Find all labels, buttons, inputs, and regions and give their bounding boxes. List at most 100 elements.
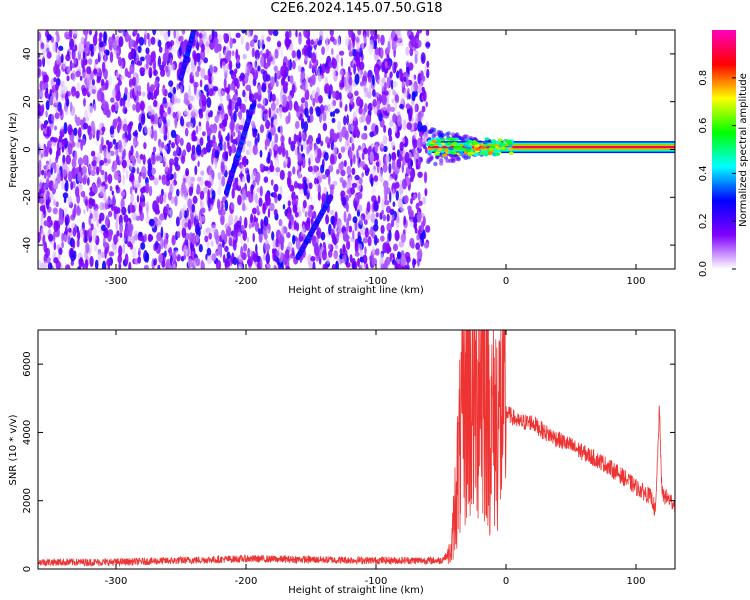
spectrogram-cell bbox=[358, 106, 363, 115]
spectrogram-cell bbox=[252, 144, 258, 156]
carrier-tone-wiggle bbox=[429, 143, 434, 147]
spectrogram-cell bbox=[140, 242, 146, 250]
spectrogram-cell bbox=[358, 177, 363, 185]
spectrogram-cell bbox=[40, 42, 45, 50]
spectrogram-cell bbox=[247, 255, 253, 267]
spectrogram-cell bbox=[126, 236, 132, 243]
spectrogram-cell bbox=[357, 30, 362, 36]
spectrogram-cell bbox=[74, 114, 78, 123]
spectrogram-cell bbox=[319, 63, 322, 75]
spectrogram-cell bbox=[242, 89, 246, 98]
spectrogram-cell bbox=[212, 134, 216, 144]
spectrogram-cell bbox=[351, 143, 355, 151]
spectrogram-cell bbox=[191, 214, 194, 225]
spectrogram-cell bbox=[189, 134, 192, 141]
spectrogram-cell bbox=[304, 89, 310, 101]
spectrogram-cell bbox=[293, 180, 298, 189]
spectrogram-cell bbox=[321, 193, 327, 204]
spectrogram-cell bbox=[226, 50, 231, 62]
spectrogram-cell bbox=[200, 149, 204, 158]
spectrogram-cell bbox=[113, 160, 118, 171]
spectrogram-cell bbox=[417, 40, 422, 48]
spectrogram-cell bbox=[115, 149, 119, 157]
spectrogram-cell bbox=[147, 233, 153, 243]
spectrogram-cell bbox=[53, 161, 57, 174]
spectrogram-cell bbox=[417, 248, 423, 260]
spectrogram-cell bbox=[415, 113, 419, 122]
spectrogram-cell bbox=[371, 245, 375, 256]
spectrogram-cell bbox=[358, 216, 364, 225]
spectrogram-cell bbox=[425, 225, 431, 233]
spectrogram-cell bbox=[140, 201, 146, 208]
spectrogram-cell bbox=[164, 144, 168, 151]
spectrogram-cell bbox=[366, 30, 370, 38]
spectrogram-cell bbox=[288, 30, 292, 38]
spectrogram-cell bbox=[120, 190, 126, 197]
spectrogram-cell bbox=[124, 108, 128, 114]
spectrogram-cell bbox=[45, 177, 50, 189]
spectrogram-cell bbox=[42, 260, 48, 269]
spectrogram-cell bbox=[306, 45, 313, 53]
spectrogram-cell bbox=[90, 150, 96, 157]
spectrogram-cell bbox=[41, 104, 45, 114]
spectrogram-cell bbox=[401, 148, 406, 158]
spectrogram-cell bbox=[179, 45, 182, 57]
spectrogram-cell bbox=[424, 189, 428, 197]
spectrogram-cell bbox=[130, 163, 133, 171]
spectrogram-cell bbox=[112, 243, 118, 255]
spectrogram-cell bbox=[204, 235, 209, 243]
spectrogram-cell bbox=[263, 216, 269, 227]
spectrogram-cell bbox=[158, 253, 164, 264]
carrier-tone-wiggle bbox=[473, 141, 479, 145]
spectrogram-cell bbox=[364, 230, 369, 238]
spectrogram-cell bbox=[43, 183, 47, 194]
carrier-tone-wiggle bbox=[464, 142, 470, 146]
spectrogram-cell bbox=[38, 163, 42, 174]
spectrogram-cell bbox=[396, 70, 400, 79]
spectrogram-cell bbox=[259, 149, 263, 158]
spectrogram-cell bbox=[257, 103, 262, 109]
x-tick-label: 0 bbox=[503, 576, 509, 587]
carrier-tone-wiggle bbox=[457, 145, 463, 149]
spectrogram-cell bbox=[253, 128, 258, 134]
spectrogram-cell bbox=[38, 103, 41, 109]
x-tick-label: -300 bbox=[105, 276, 128, 287]
spectrogram-cell bbox=[401, 264, 408, 269]
spectrogram-cell bbox=[41, 70, 44, 77]
spectrogram-cell bbox=[327, 142, 331, 149]
spectrogram-cell bbox=[306, 75, 309, 83]
spectrogram-cell bbox=[146, 126, 153, 136]
spectrogram-cell bbox=[157, 264, 161, 269]
spectrogram-cell bbox=[320, 231, 326, 241]
spectrogram-cell bbox=[96, 89, 102, 102]
spectrogram-cell bbox=[93, 226, 97, 237]
spectrogram-cell bbox=[408, 209, 414, 218]
spectrogram-cell bbox=[262, 70, 268, 83]
spectrogram-cell bbox=[193, 52, 197, 61]
spectrogram-cell bbox=[296, 49, 301, 59]
spectrogram-cell bbox=[373, 234, 378, 246]
spectrogram-cell bbox=[402, 256, 406, 268]
spectrogram-halo bbox=[455, 132, 460, 137]
spectrogram-cell bbox=[94, 259, 99, 269]
carrier-tone-wiggle bbox=[497, 138, 503, 142]
spectrogram-cell bbox=[168, 140, 172, 145]
spectrogram-cell bbox=[84, 198, 88, 207]
spectrogram-cell bbox=[274, 48, 279, 59]
spectrogram-cell bbox=[60, 174, 64, 182]
spectrogram-cell bbox=[139, 100, 145, 112]
spectrogram-cell bbox=[163, 192, 167, 204]
spectrogram-cell bbox=[391, 30, 396, 38]
spectrogram-cell bbox=[75, 141, 81, 149]
spectrogram-cell bbox=[375, 248, 380, 256]
spectrogram-cell bbox=[288, 136, 292, 145]
spectrogram-cell bbox=[300, 97, 306, 104]
spectrogram-cell bbox=[206, 97, 212, 108]
spectrogram-cell bbox=[361, 133, 367, 140]
spectrogram-cell bbox=[386, 76, 390, 89]
spectrogram-cell bbox=[207, 241, 211, 247]
spectrogram-cell bbox=[61, 145, 65, 153]
spectrogram-cell bbox=[292, 166, 296, 175]
spectrogram-cell bbox=[263, 111, 268, 122]
spectrogram-cell bbox=[198, 244, 203, 253]
